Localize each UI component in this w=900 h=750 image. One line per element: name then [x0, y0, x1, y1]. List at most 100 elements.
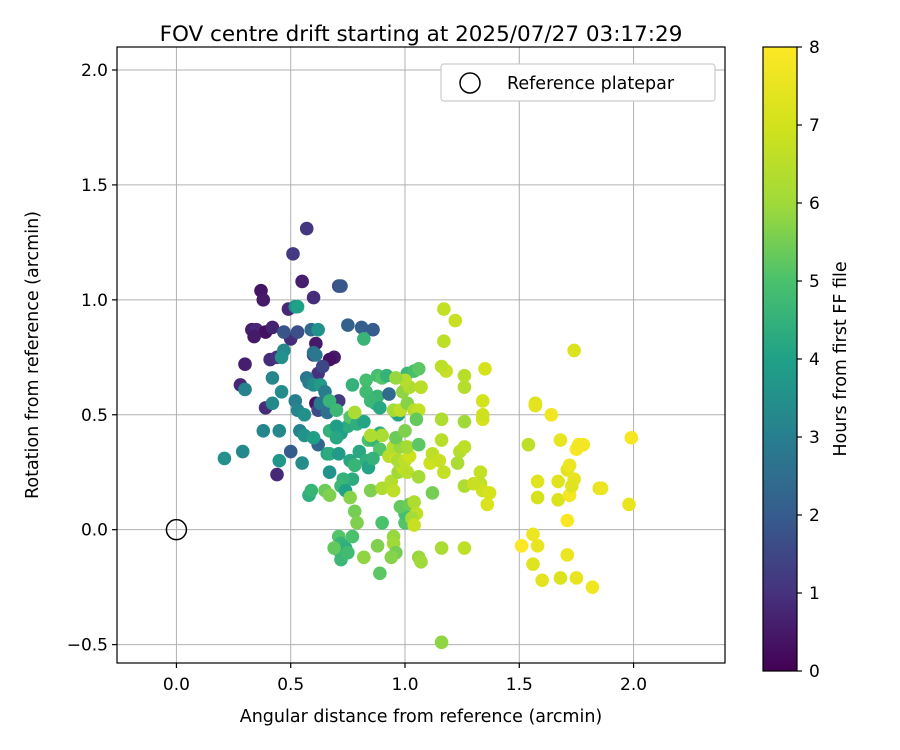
data-point [434, 541, 449, 555]
data-point [331, 447, 346, 461]
data-point [448, 313, 463, 328]
data-point [482, 486, 497, 500]
data-point [350, 515, 364, 530]
data-point [411, 437, 426, 452]
data-point [290, 325, 305, 339]
data-point [562, 458, 577, 473]
x-tick-label: 0.5 [277, 675, 304, 695]
data-point [432, 453, 447, 468]
data-point [329, 403, 344, 417]
data-point [414, 555, 428, 569]
data-point [624, 430, 639, 445]
data-point [535, 573, 549, 588]
data-point [434, 635, 449, 650]
x-tick-label: 1.0 [391, 675, 418, 695]
colorbar-tick-label: 8 [809, 38, 820, 58]
data-point [622, 497, 636, 512]
colorbar-tick-label: 7 [809, 116, 820, 136]
data-point [277, 325, 291, 339]
reference-platepar-marker [165, 518, 188, 541]
data-point [425, 486, 440, 500]
data-point [457, 414, 472, 429]
data-point [551, 493, 565, 507]
data-point [357, 332, 371, 346]
data-point [551, 474, 565, 489]
y-tick-label: 0.5 [81, 406, 108, 426]
data-point [457, 440, 472, 454]
colorbar-tick-label: 4 [809, 350, 820, 370]
colorbar-label: Hours from first FF file [831, 261, 851, 456]
grid [117, 47, 725, 663]
data-point [437, 465, 451, 480]
data-point [347, 458, 362, 473]
data-point [329, 419, 344, 434]
x-axis: 0.0 0.5 1.0 1.5 2.0 [163, 663, 647, 695]
data-point [434, 433, 449, 447]
data-point [341, 545, 355, 560]
data-point [375, 428, 389, 443]
data-point [363, 483, 378, 498]
data-point [373, 566, 387, 581]
data-point [375, 515, 389, 530]
data-point [411, 361, 426, 376]
data-point [343, 490, 357, 505]
data-point [322, 465, 337, 480]
data-point [347, 504, 362, 519]
data-point [382, 387, 396, 401]
colorbar-gradient [762, 46, 798, 672]
data-point [386, 483, 401, 498]
colorbar-tick-label: 0 [809, 662, 820, 682]
data-point [569, 571, 584, 585]
data-point [560, 513, 575, 528]
data-point [414, 380, 428, 394]
colorbar: 0 1 2 3 4 5 6 7 8 Hours from first FF file [762, 38, 851, 682]
data-point [560, 548, 575, 562]
colorbar-tick-label: 3 [809, 428, 820, 448]
data-point [357, 414, 371, 429]
data-point [407, 518, 421, 532]
data-point [434, 359, 449, 374]
legend-label-reference: Reference platepar [507, 74, 675, 94]
data-point [478, 361, 492, 376]
y-axis-label: Rotation from reference (arcmin) [23, 211, 43, 499]
data-point [283, 444, 298, 459]
data-point [373, 401, 387, 415]
data-point [528, 398, 543, 413]
y-tick-label: 1.0 [81, 291, 108, 311]
data-point [322, 488, 337, 503]
data-point [311, 322, 325, 337]
data-point [521, 437, 536, 452]
data-point [359, 373, 373, 388]
data-point [256, 293, 271, 307]
data-point [526, 527, 540, 542]
plot-frame [116, 46, 726, 664]
data-point [457, 368, 472, 383]
data-point [265, 396, 280, 411]
data-point [544, 407, 559, 422]
data-point [217, 451, 232, 466]
legend-marker-reference [459, 72, 481, 94]
data-point [256, 424, 271, 438]
data-point [400, 465, 415, 480]
data-point [299, 221, 314, 236]
data-point [585, 580, 600, 594]
data-point [389, 371, 403, 385]
data-point [238, 357, 252, 371]
data-point [304, 483, 319, 498]
colorbar-tick-label: 5 [809, 272, 820, 292]
data-point [315, 359, 330, 374]
data-point [366, 322, 380, 337]
data-point [553, 571, 568, 585]
data-point [247, 329, 261, 344]
data-point [334, 279, 348, 293]
data-point [347, 405, 362, 420]
data-point [370, 538, 385, 553]
data-point [272, 453, 287, 468]
data-point [437, 334, 451, 349]
data-point [366, 451, 380, 466]
data-point [265, 371, 280, 385]
colorbar-tick-label: 6 [809, 194, 820, 214]
data-point [457, 380, 472, 394]
data-point [306, 430, 321, 445]
